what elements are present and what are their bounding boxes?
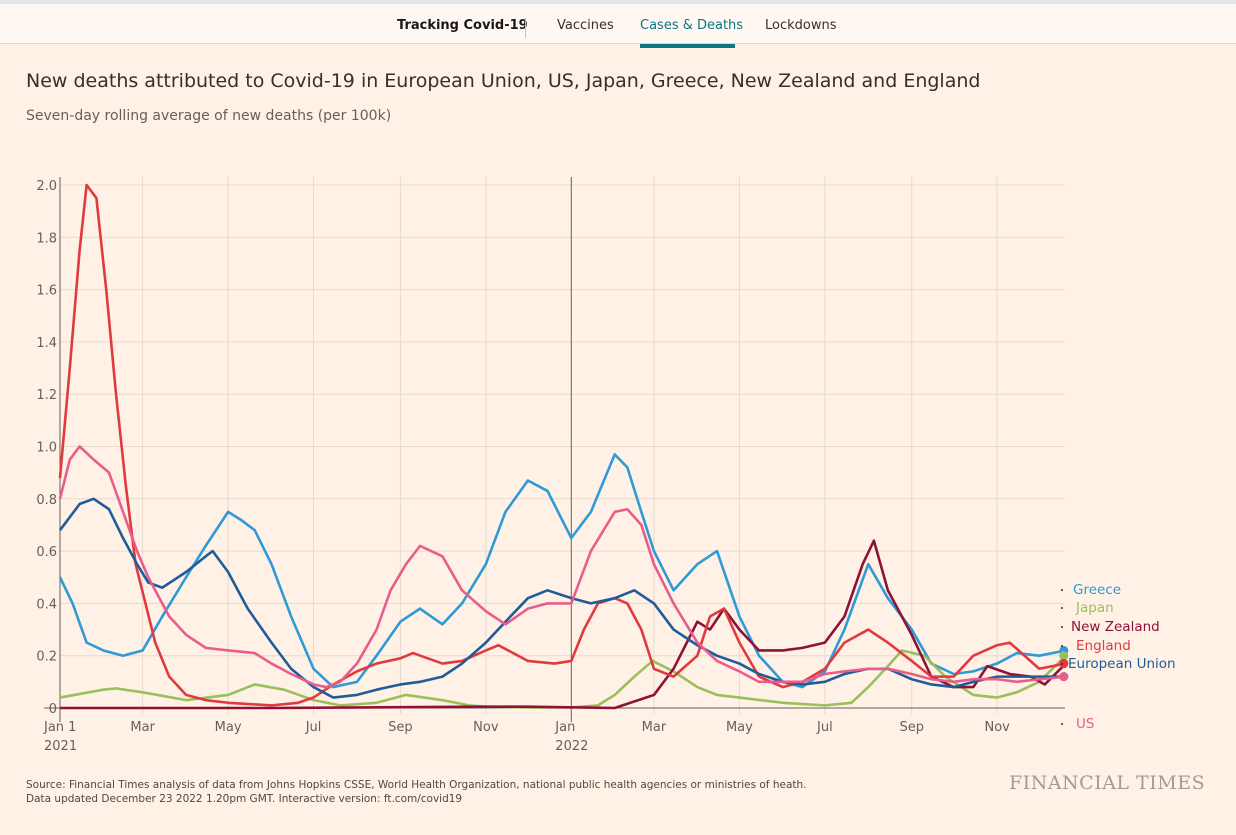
legend-label: US xyxy=(1076,716,1094,732)
y-tick-label: 0.4 xyxy=(36,597,57,612)
source-note: Source: Financial Times analysis of data… xyxy=(26,778,807,806)
legend-marker xyxy=(1061,589,1063,591)
nav-tab-lockdowns[interactable]: Lockdowns xyxy=(765,18,837,33)
nav-brand-link[interactable]: Tracking Covid-19 xyxy=(397,18,528,33)
y-tick-label: 0 xyxy=(49,702,57,717)
legend-label: Japan xyxy=(1075,600,1114,616)
x-tick-label: May xyxy=(215,720,242,735)
nav-tab-cases-deaths[interactable]: Cases & Deaths xyxy=(640,18,744,33)
legend-label: New Zealand xyxy=(1071,619,1160,635)
legend-label: European Union xyxy=(1068,656,1176,672)
active-tab-indicator xyxy=(640,44,735,48)
x-tick-label: Jul xyxy=(816,720,833,735)
y-tick-label: 1.8 xyxy=(36,231,57,246)
legend-marker xyxy=(1061,645,1063,647)
x-tick-label: Jan 1 xyxy=(43,720,76,735)
legend-label: Greece xyxy=(1073,582,1121,598)
x-tick-label: Sep xyxy=(388,720,413,735)
x-tick-label: May xyxy=(726,720,753,735)
ft-logo: FINANCIAL TIMES xyxy=(1009,772,1206,794)
y-tick-label: 0.8 xyxy=(36,493,57,508)
series-line-england xyxy=(58,183,1067,707)
series-end-dot xyxy=(1059,651,1069,661)
legend-marker xyxy=(1061,723,1063,725)
chart-title: New deaths attributed to Covid-19 in Eur… xyxy=(26,70,981,92)
y-tick-label: 0.6 xyxy=(36,545,57,560)
x-year-label: 2022 xyxy=(555,739,588,754)
legend-label: England xyxy=(1076,638,1131,654)
legend-marker xyxy=(1061,607,1063,609)
nav-tab-vaccines[interactable]: Vaccines xyxy=(557,18,614,33)
x-tick-label: Mar xyxy=(642,720,667,735)
series-line-new-zealand xyxy=(60,539,1067,710)
nav-divider xyxy=(525,18,526,38)
source-text: Source: Financial Times analysis of data… xyxy=(26,779,807,791)
x-year-label: 2021 xyxy=(44,739,77,754)
updated-text[interactable]: Data updated December 23 2022 1.20pm GMT… xyxy=(26,793,463,805)
series-line-greece xyxy=(58,453,1067,689)
y-tick-label: 1.0 xyxy=(36,441,57,456)
y-tick-label: 0.2 xyxy=(36,650,57,665)
y-tick-label: 1.6 xyxy=(36,284,57,299)
x-tick-label: Jul xyxy=(305,720,322,735)
x-tick-label: Nov xyxy=(984,720,1010,735)
x-tick-label: Sep xyxy=(899,720,924,735)
top-navigation: Tracking Covid-19 Vaccines Cases & Death… xyxy=(0,0,1236,48)
series-line-european-union xyxy=(58,497,1066,699)
legend-marker xyxy=(1061,663,1063,665)
x-tick-label: Mar xyxy=(130,720,155,735)
series-line-us xyxy=(58,445,1066,689)
series-end-dot xyxy=(1059,659,1069,669)
series-end-dot xyxy=(1059,672,1069,682)
chart-subtitle: Seven-day rolling average of new deaths … xyxy=(26,108,392,124)
y-tick-label: 1.2 xyxy=(36,388,57,403)
legend-marker xyxy=(1061,626,1063,628)
y-tick-label: 2.0 xyxy=(36,179,57,194)
x-tick-label: Nov xyxy=(473,720,499,735)
y-tick-label: 1.4 xyxy=(36,336,57,351)
x-tick-label: Jan xyxy=(554,720,575,735)
